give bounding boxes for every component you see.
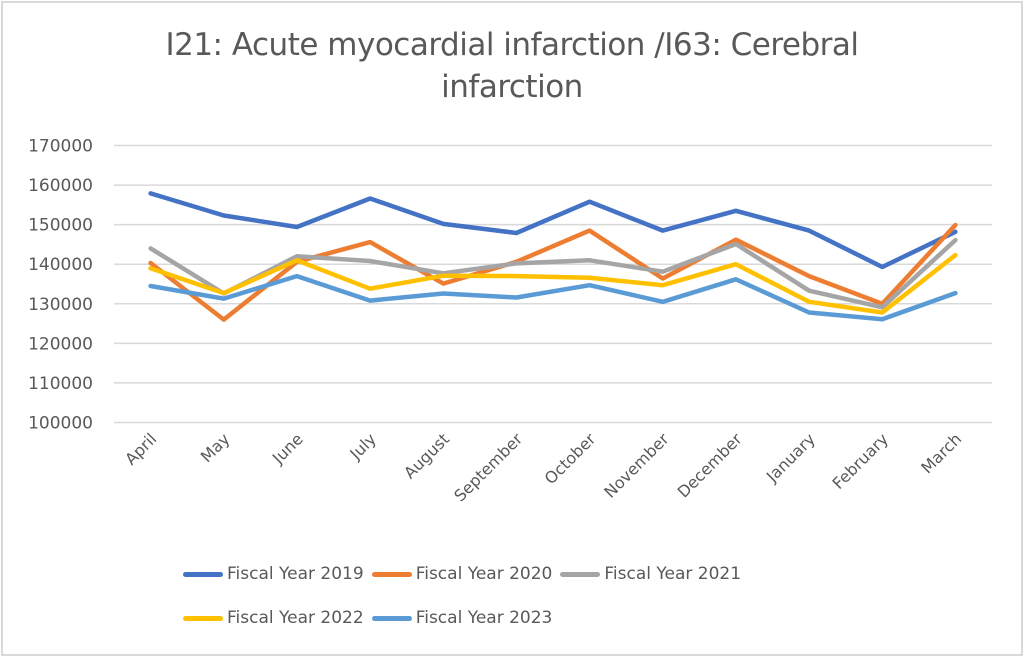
legend-row-2: Fiscal Year 2022 Fiscal Year 2023 [183, 608, 560, 628]
y-tick-label-140000: 140000 [28, 255, 93, 275]
legend-label-fy2020: Fiscal Year 2020 [415, 564, 553, 584]
y-tick-label-120000: 120000 [28, 334, 93, 354]
series-lines [148, 191, 958, 322]
legend-label-fy2023: Fiscal Year 2023 [415, 608, 553, 628]
series-line-fiscal-year-2019 [148, 191, 958, 270]
series-line-fiscal-year-2021 [148, 237, 958, 310]
chart-title-line-1: I21: Acute myocardial infarction /I63: C… [165, 27, 859, 63]
y-tick-label-110000: 110000 [28, 374, 93, 394]
legend-item-fy2021[interactable]: Fiscal Year 2021 [560, 564, 741, 584]
chart-title-line-2: infarction [441, 69, 583, 105]
legend-item-fy2020[interactable]: Fiscal Year 2020 [371, 564, 553, 584]
x-tick-label-september: September [450, 429, 526, 505]
series-line-fiscal-year-2022 [148, 252, 958, 315]
legend-item-fy2023[interactable]: Fiscal Year 2023 [371, 608, 553, 628]
legend-item-fy2022[interactable]: Fiscal Year 2022 [183, 608, 364, 628]
legend-label-fy2021: Fiscal Year 2021 [604, 564, 742, 584]
x-tick-label-january: January [762, 429, 819, 486]
x-tick-label-december: December [674, 429, 746, 501]
y-tick-label-170000: 170000 [28, 137, 93, 157]
x-tick-label-march: March [917, 429, 965, 477]
y-tick-label-130000: 130000 [28, 295, 93, 315]
x-tick-label-may: May [197, 429, 234, 466]
x-tick-label-november: November [600, 429, 673, 502]
x-tick-label-october: October [541, 429, 600, 488]
legend-swatch-fy2021 [560, 571, 601, 577]
legend-swatch-fy2023 [371, 615, 412, 621]
y-tick-label-160000: 160000 [28, 176, 93, 196]
x-tick-label-august: August [400, 429, 453, 482]
legend-swatch-fy2020 [371, 571, 412, 577]
y-tick-label-150000: 150000 [28, 216, 93, 236]
legend-swatch-fy2019 [183, 571, 223, 577]
x-tick-label-april: April [121, 429, 160, 468]
legend-row-1: Fiscal Year 2019 Fiscal Year 2020 Fiscal… [183, 564, 749, 584]
legend-swatch-fy2022 [183, 615, 223, 621]
y-tick-label-100000: 100000 [28, 414, 93, 434]
series-line-fiscal-year-2020 [148, 222, 958, 322]
x-tick-label-june: June [268, 429, 307, 468]
x-tick-label-july: July [345, 429, 379, 463]
y-axis-tick-labels: 100000 110000 120000 130000 140000 150000 1600… [28, 137, 93, 434]
chart-title: I21: Acute myocardial infarction /I63: C… [0, 24, 1024, 108]
legend-label-fy2019: Fiscal Year 2019 [227, 564, 364, 584]
series-line-fiscal-year-2023 [148, 273, 958, 322]
gridlines [114, 144, 992, 424]
legend-label-fy2022: Fiscal Year 2022 [227, 608, 364, 628]
legend-item-fy2019[interactable]: Fiscal Year 2019 [183, 564, 364, 584]
x-tick-label-february: February [829, 429, 893, 493]
